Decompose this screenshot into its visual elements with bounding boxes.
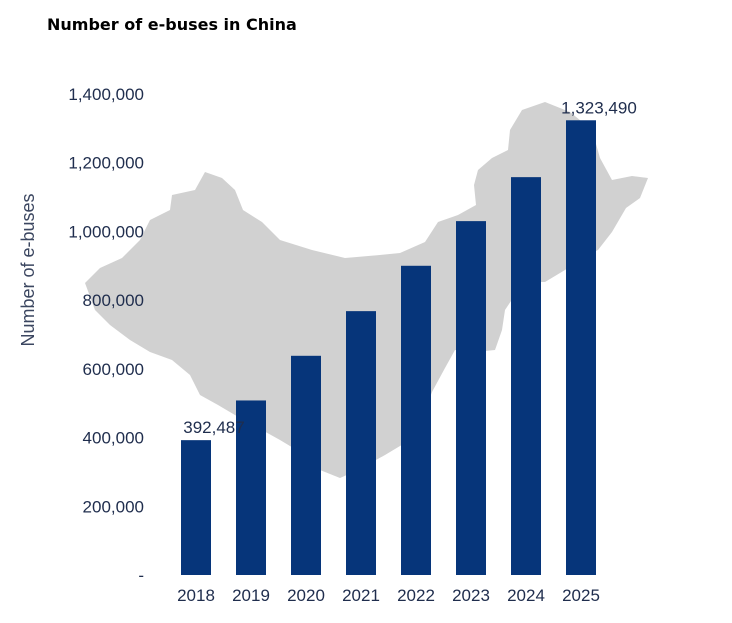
y-tick-label: 1,000,000 — [68, 222, 144, 241]
x-tick-label: 2019 — [232, 586, 270, 605]
y-tick-label: 600,000 — [83, 360, 144, 379]
bar — [346, 311, 376, 575]
x-tick-label: 2018 — [177, 586, 215, 605]
y-axis-title: Number of e-buses — [18, 193, 38, 346]
y-tick-label: 400,000 — [83, 429, 144, 448]
y-tick-label: 200,000 — [83, 497, 144, 516]
bar-data-label: 1,323,490 — [561, 98, 637, 117]
x-tick-label: 2024 — [507, 586, 545, 605]
bar — [456, 221, 486, 575]
x-axis: 2018 2019 2020 2021 2022 2023 2024 2025 — [177, 586, 600, 605]
data-labels: 392,487 1,323,490 — [183, 98, 637, 437]
bar — [291, 355, 321, 575]
chart-title: Number of e-buses in China — [47, 15, 297, 34]
x-tick-label: 2025 — [562, 586, 600, 605]
x-tick-label: 2020 — [287, 586, 325, 605]
bar — [566, 120, 596, 575]
bar — [236, 400, 266, 575]
y-axis: - 200,000 400,000 600,000 800,000 1,000,000 1,… — [68, 85, 144, 585]
y-tick-label: 800,000 — [83, 291, 144, 310]
bar — [181, 440, 211, 575]
x-tick-label: 2023 — [452, 586, 490, 605]
bar-data-label: 392,487 — [183, 418, 244, 437]
x-tick-label: 2021 — [342, 586, 380, 605]
bar-series — [181, 120, 596, 575]
y-tick-label: 1,400,000 — [68, 85, 144, 104]
bar — [511, 177, 541, 575]
china-map-silhouette — [85, 102, 648, 478]
y-tick-label: 1,200,000 — [68, 154, 144, 173]
y-tick-label: - — [138, 566, 144, 585]
x-tick-label: 2022 — [397, 586, 435, 605]
bar — [401, 265, 431, 575]
